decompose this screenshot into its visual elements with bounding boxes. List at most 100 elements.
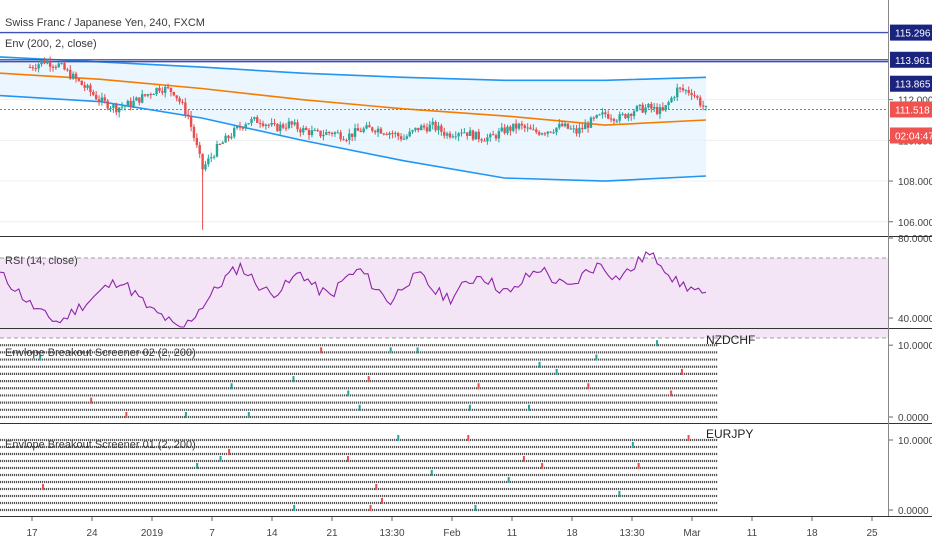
candle-body xyxy=(664,105,667,111)
candle-body xyxy=(560,123,564,127)
candle-body xyxy=(359,130,363,132)
candle-body xyxy=(512,123,515,131)
candle-body xyxy=(356,128,360,131)
candle-body xyxy=(509,126,512,131)
candle-body xyxy=(486,137,489,142)
candle-body xyxy=(270,122,273,125)
candle-body xyxy=(43,60,46,64)
candle-body xyxy=(463,132,466,134)
screener-1-pane[interactable]: Envlope Breakout Screener 02 (2, 200) NZ… xyxy=(0,333,932,424)
screener-tick-label: 10.0000 xyxy=(898,436,932,447)
candle-body xyxy=(422,125,426,128)
candle-body xyxy=(89,85,92,92)
rsi-pane[interactable]: RSI (14, close) 40.0000 80.0000 xyxy=(0,234,932,339)
candle-body xyxy=(434,121,437,131)
candle-body xyxy=(371,127,374,131)
candle-body xyxy=(440,125,443,132)
candle-body xyxy=(115,104,118,113)
screener-signal xyxy=(637,463,640,469)
price-tag: 02:04:47 xyxy=(890,127,932,144)
time-tick-label: 18 xyxy=(806,528,818,539)
candle-body xyxy=(92,91,95,95)
candle-body xyxy=(164,86,167,93)
candle-body xyxy=(224,135,227,143)
time-tick-label: 13:30 xyxy=(619,528,644,539)
candle-body xyxy=(112,104,115,108)
candle-body xyxy=(382,133,386,135)
candle-body xyxy=(397,133,400,137)
candle-body xyxy=(250,119,253,124)
screener-signal xyxy=(687,435,690,441)
candle-body xyxy=(618,114,621,121)
candle-body xyxy=(143,94,147,96)
candle-body xyxy=(601,112,604,115)
screener-signal xyxy=(293,505,296,511)
candle-body xyxy=(69,69,72,79)
candle-body xyxy=(581,127,584,130)
time-tick-label: 11 xyxy=(747,528,758,539)
candle-body xyxy=(207,158,210,165)
candle-body xyxy=(670,97,673,103)
candle-body xyxy=(267,124,270,126)
candle-body xyxy=(54,66,58,68)
price-tag: 111.518 xyxy=(890,101,932,118)
candle-body xyxy=(307,129,311,136)
time-tick-label: 14 xyxy=(266,528,278,539)
candle-body xyxy=(172,92,176,96)
candle-body xyxy=(210,157,213,159)
candle-body xyxy=(491,134,495,136)
candle-body xyxy=(457,133,460,137)
candle-body xyxy=(187,114,190,116)
candle-body xyxy=(135,97,138,101)
candle-body xyxy=(569,128,572,130)
candle-body xyxy=(161,91,164,93)
candle-body xyxy=(448,133,452,138)
candle-body xyxy=(655,107,659,114)
candle-body xyxy=(606,114,610,119)
candle-body xyxy=(149,94,153,96)
candle-body xyxy=(520,123,524,126)
candle-body xyxy=(350,133,354,137)
candle-body xyxy=(31,67,35,69)
candle-body xyxy=(310,130,314,136)
candle-body xyxy=(589,117,593,128)
candle-body xyxy=(353,128,357,137)
candle-body xyxy=(302,127,305,133)
candle-body xyxy=(477,131,480,140)
screener-2-label: Envlope Breakout Screener 01 (2, 200) xyxy=(5,439,196,451)
time-tick-label: 17 xyxy=(26,528,38,539)
candle-body xyxy=(287,121,291,129)
price-tag-label: 111.518 xyxy=(895,105,930,116)
price-tag: 113.865 xyxy=(890,75,932,92)
candle-body xyxy=(166,86,170,88)
screener-signal xyxy=(680,368,683,375)
screener-tick-label: 10.0000 xyxy=(898,341,932,352)
candle-body xyxy=(514,123,518,129)
candle-body xyxy=(299,129,302,133)
candle-body xyxy=(48,61,52,67)
screener-2-pane[interactable]: Envlope Breakout Screener 01 (2, 200) EU… xyxy=(0,427,932,517)
candle-body xyxy=(532,129,535,131)
envelope-indicator-label: Env (200, 2, close) xyxy=(5,38,97,50)
candle-body xyxy=(494,135,498,139)
price-tag-box xyxy=(890,101,932,118)
envelope-fill xyxy=(0,56,706,182)
price-pane[interactable]: Swiss Franc / Japanese Yen, 240, FXCM En… xyxy=(0,17,932,230)
candle-body xyxy=(474,131,478,140)
candle-body xyxy=(281,124,285,128)
price-tag: 113.961 xyxy=(890,51,932,68)
time-axis[interactable]: 17 24 2019 7 14 21 13:30 Feb 11 18 13:30 Mar 11 18 25 xyxy=(26,517,878,539)
time-tick-label: Feb xyxy=(443,528,461,539)
candle-body xyxy=(572,128,575,130)
candle-body xyxy=(563,123,567,127)
candle-body xyxy=(445,133,449,136)
candle-body xyxy=(555,127,558,133)
candle-body xyxy=(687,90,690,94)
time-tick-label: 13:30 xyxy=(379,528,404,539)
candle-body xyxy=(330,132,334,134)
candle-body xyxy=(83,85,86,88)
screener-signal xyxy=(670,390,673,397)
screener-signal xyxy=(292,376,295,383)
candle-body xyxy=(535,129,538,133)
